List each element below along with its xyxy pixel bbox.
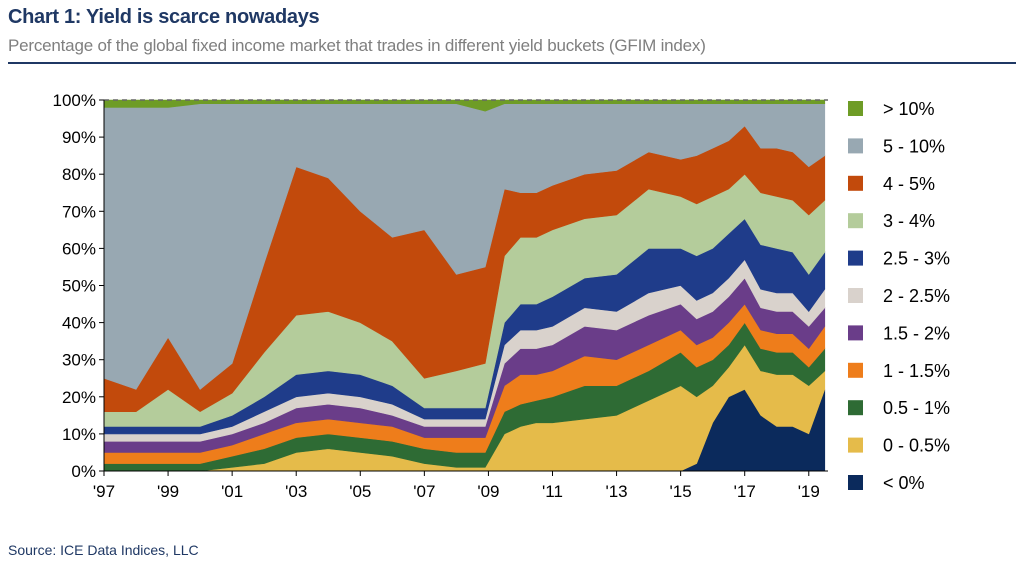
legend-swatch (848, 138, 863, 154)
y-tick-label: 30% (62, 351, 96, 370)
legend-label: < 0% (883, 473, 925, 493)
legend-swatch (848, 288, 863, 303)
y-tick-label: 50% (62, 277, 96, 296)
x-tick-label: '17 (734, 482, 756, 501)
legend: > 10% 5 - 10% 4 - 5% 3 - 4% 2.5 - 3% 2 - 2.5%… (848, 99, 950, 493)
legend-label: 0 - 0.5% (883, 436, 950, 456)
chart-axes: 0% 10% 20% 30% 40% 50% 60% 70% 80% 90% 100% '97 '99 '… (53, 91, 828, 501)
legend-swatch (848, 362, 863, 378)
legend-swatch (848, 400, 863, 416)
legend-item-0-0-5: 0 - 0.5% (848, 436, 950, 456)
legend-item-4-5: 4 - 5% (848, 174, 935, 194)
source-note: Source: ICE Data Indices, LLC (8, 542, 199, 558)
x-tick-label: '11 (542, 482, 563, 501)
legend-label: 2.5 - 3% (883, 249, 950, 269)
area-layers (103, 99, 826, 472)
chart-subtitle: Percentage of the global fixed income ma… (8, 36, 706, 55)
y-tick-label: 40% (62, 314, 96, 333)
legend-item-2-5-3: 2.5 - 3% (848, 249, 950, 269)
y-tick-label: 20% (62, 388, 96, 407)
y-tick-label: 70% (62, 202, 96, 221)
legend-swatch (848, 175, 863, 191)
legend-label: 1 - 1.5% (883, 361, 950, 381)
legend-label: 0.5 - 1% (883, 398, 950, 418)
legend-swatch (848, 437, 863, 453)
legend-swatch (848, 250, 863, 266)
x-tick-label: '13 (605, 482, 627, 501)
x-tick-label: '03 (285, 482, 307, 501)
x-tick-label: '05 (349, 482, 371, 501)
x-tick-label: '01 (221, 482, 243, 501)
legend-item-1-1-5: 1 - 1.5% (848, 361, 950, 381)
x-tick-label: '09 (477, 482, 499, 501)
legend-label: 1.5 - 2% (883, 323, 950, 343)
y-tick-label: 80% (62, 165, 96, 184)
y-tick-label: 90% (62, 128, 96, 147)
legend-item-3-4: 3 - 4% (848, 211, 935, 231)
chart-title: Chart 1: Yield is scarce nowadays (8, 6, 320, 28)
x-tick-label: '15 (670, 482, 692, 501)
title-divider (8, 62, 1016, 64)
x-tick-label: '19 (798, 482, 820, 501)
y-tick-label: 60% (62, 239, 96, 258)
legend-swatch (848, 325, 863, 341)
legend-item-1-5-2: 1.5 - 2% (848, 323, 950, 343)
legend-label: > 10% (883, 99, 935, 119)
legend-item-5-10: 5 - 10% (848, 136, 945, 156)
x-tick-label: '97 (93, 482, 115, 501)
legend-label: 3 - 4% (883, 211, 935, 231)
legend-label: 5 - 10% (883, 136, 945, 156)
legend-item-lt-0: < 0% (848, 473, 925, 493)
legend-swatch (848, 101, 863, 116)
legend-label: 2 - 2.5% (883, 286, 950, 306)
legend-item-0-5-1: 0.5 - 1% (848, 398, 950, 418)
legend-item-gt-10: > 10% (848, 99, 935, 119)
y-tick-label: 100% (53, 91, 96, 110)
y-tick-label: 10% (62, 425, 96, 444)
legend-swatch (848, 213, 863, 229)
legend-label: 4 - 5% (883, 174, 935, 194)
legend-swatch (848, 475, 863, 490)
x-tick-label: '07 (413, 482, 435, 501)
y-tick-label: 0% (71, 462, 96, 481)
legend-item-2-2-5: 2 - 2.5% (848, 286, 950, 306)
x-tick-label: '99 (157, 482, 179, 501)
